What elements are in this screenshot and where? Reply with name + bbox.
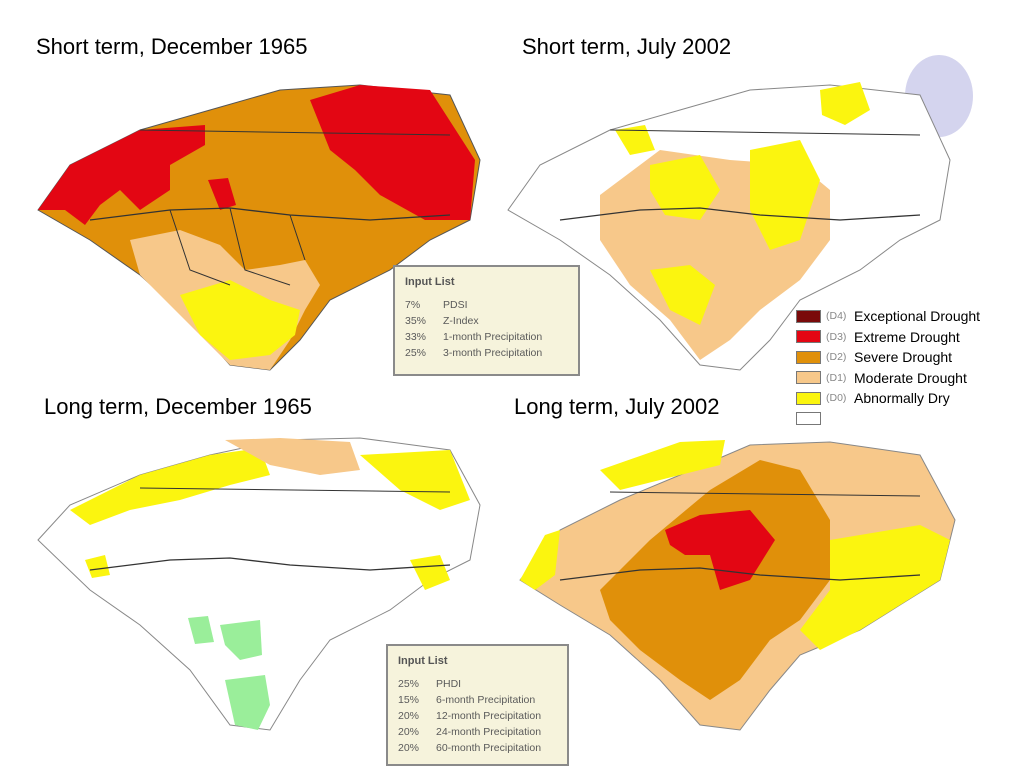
border-nc-sc [559,207,921,221]
input-list-row: 20% 12-month Precipitation [398,708,557,724]
legend-item-d1: (D1) Moderate Drought [796,368,980,389]
input-list-pct: 33% [405,331,427,343]
zone-d0-west [520,530,560,590]
input-list-name: 12-month Precipitation [436,710,542,722]
input-list-row: 7% PDSI [405,297,568,313]
legend-item-d3: (D3) Extreme Drought [796,327,980,348]
map-title-short-1965: Short term, December 1965 [36,34,308,59]
input-list-pct: 7% [405,299,421,311]
input-list-row: 33% 1-month Precipitation [405,329,568,345]
input-list-name: 3-month Precipitation [443,347,543,359]
input-list-long-term: Input List 25% PHDI 15% 6-month Precipitat… [386,644,569,766]
legend-swatch [796,391,821,405]
input-list-pct: 25% [405,347,427,359]
input-list-pct: 20% [398,710,420,722]
zone-d0-north [70,448,270,525]
legend-swatch [796,350,821,364]
zone-d0-east [800,525,950,650]
input-list-name: 1-month Precipitation [443,331,543,343]
border-nc-sc [89,557,451,571]
input-list-name: 6-month Precipitation [436,694,536,706]
input-list-name: Z-Index [443,315,479,327]
legend-item-d4: (D4) Exceptional Drought [796,306,980,327]
legend-code: (D0) [826,392,847,405]
input-list-pct: 25% [398,678,420,690]
input-list-row: 35% Z-Index [405,313,568,329]
zone-d0-south [650,265,715,325]
legend: (D4) Exceptional Drought (D3) Extreme Dr… [796,306,980,429]
border-va [609,129,921,136]
map-short-term-2002 [507,82,951,371]
border-va [609,491,921,497]
border-counties [169,207,306,286]
input-list-title: Input List [398,655,448,667]
border-nc-sc [89,207,451,221]
input-list-name: 60-month Precipitation [436,742,542,754]
legend-swatch [796,412,821,426]
zone-d0-west [85,555,110,578]
input-list-pct: 15% [398,694,420,706]
map-long-term-2002 [519,440,956,731]
border-va [139,487,451,493]
input-list-row: 25% 3-month Precipitation [405,345,568,361]
input-list-row: 15% 6-month Precipitation [398,692,557,708]
legend-item-d0: (D0) Abnormally Dry [796,388,980,409]
input-list-pct: 35% [405,315,427,327]
input-list-title: Input List [405,276,455,288]
legend-label: Moderate Drought [854,369,967,386]
zone-d0-northwest [615,125,655,155]
legend-code: (D3) [826,330,847,343]
map-short-term-1965 [37,84,481,371]
legend-code: (D1) [826,371,847,384]
zone-d1-north [225,438,360,475]
border-va [139,129,451,136]
zone-d3-west [38,125,205,225]
input-list-row: 25% PHDI [398,676,557,692]
zone-wet-1 [188,616,214,644]
input-list-pct: 20% [398,742,420,754]
legend-item-d2: (D2) Severe Drought [796,347,980,368]
legend-label: Abnormally Dry [854,390,950,407]
zone-d0-northeast [360,450,470,510]
input-list-pct: 20% [398,726,420,738]
zone-d0-center [650,155,720,220]
input-list-short-term: Input List 7% PDSI 35% Z-Index 33% 1-month … [393,265,580,376]
map-long-term-1965 [37,437,481,731]
zone-d0-east [410,555,450,590]
legend-label: Exceptional Drought [854,308,981,325]
legend-label: Extreme Drought [854,328,960,345]
zone-d0-northwest [600,440,725,490]
legend-label: Severe Drought [854,349,953,366]
legend-swatch [796,309,821,323]
legend-swatch [796,371,821,385]
zone-wet-2 [220,620,262,660]
zone-d0-coast [180,280,300,360]
map-title-short-2002: Short term, July 2002 [522,34,732,59]
zone-d2 [600,460,830,700]
input-list-row: 20% 24-month Precipitation [398,724,557,740]
legend-code: (D2) [826,351,847,364]
zone-wet-3 [225,675,270,730]
zone-d3-east [310,85,475,220]
input-list-name: PDSI [443,299,468,311]
map-title-long-2002: Long term, July 2002 [514,394,720,419]
legend-code: (D4) [826,310,847,323]
legend-item-none [796,409,980,430]
input-list-name: PHDI [436,678,462,690]
zone-d3 [665,510,775,590]
zone-d0-east [750,140,820,250]
map-title-long-1965: Long term, December 1965 [44,394,312,419]
border-nc-sc [559,567,921,581]
legend-swatch [796,330,821,344]
zone-d3-center [208,178,236,210]
input-list-row: 20% 60-month Precipitation [398,740,557,756]
input-list-name: 24-month Precipitation [436,726,542,738]
zone-d0-northeast [820,82,870,125]
